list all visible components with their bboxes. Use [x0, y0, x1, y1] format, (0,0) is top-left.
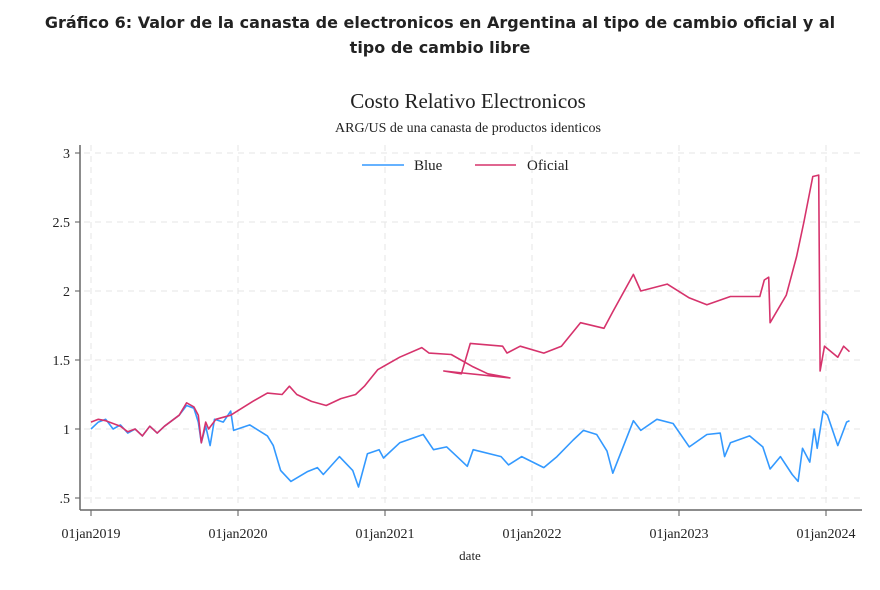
x-tick-label: 01jan2021: [355, 527, 414, 542]
series-lines: [90, 174, 851, 488]
y-tick-label: 3: [63, 147, 70, 162]
y-tick-label: 1.5: [53, 354, 71, 369]
y-tick-label: 2.5: [53, 216, 71, 231]
grid: [84, 145, 860, 508]
figure-header-line1: Gráfico 6: Valor de la canasta de electr…: [44, 13, 836, 32]
x-axis-label: date: [459, 548, 481, 563]
y-tick-label: 2: [63, 285, 70, 300]
figure-header: Gráfico 6: Valor de la canasta de electr…: [0, 10, 880, 60]
x-tick-label: 01jan2020: [208, 527, 267, 542]
x-tick-label: 01jan2023: [649, 527, 708, 542]
chart-subtitle: ARG/US de una canasta de productos ident…: [335, 121, 601, 136]
series-line-blue: [90, 404, 850, 488]
x-tick-label: 01jan2022: [502, 527, 561, 542]
x-tick-label: 01jan2019: [61, 527, 120, 542]
legend-label-blue: Blue: [414, 158, 443, 174]
y-tick-label: .5: [60, 492, 71, 507]
axes: .5 1 1.5 2 2.5 3 01jan2019 01jan2020 01jan2021 01…: [53, 145, 862, 542]
y-tick-label: 1: [63, 423, 70, 438]
chart-title: Costo Relativo Electronicos: [350, 89, 586, 113]
legend-label-oficial: Oficial: [527, 158, 569, 174]
legend: Blue Oficial: [362, 158, 569, 174]
x-tick-label: 01jan2024: [796, 527, 855, 542]
figure-header-line2: tipo de cambio libre: [349, 38, 531, 57]
series-line-oficial: [90, 174, 851, 444]
